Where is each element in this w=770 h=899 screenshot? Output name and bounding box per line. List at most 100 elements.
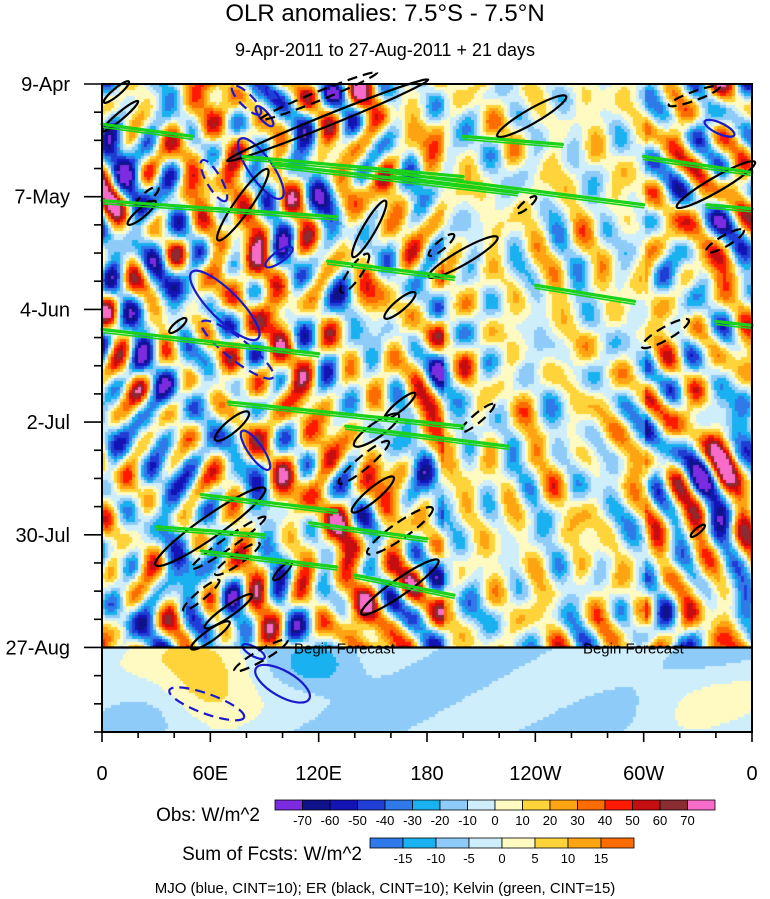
- er-contour: [365, 505, 434, 556]
- er-contour: [189, 620, 231, 651]
- er-contour: [640, 317, 691, 350]
- colorbar-swatch: [402, 837, 437, 849]
- colorbar-tick-label: -10: [458, 813, 477, 828]
- y-tick-label: 30-Jul: [16, 525, 70, 547]
- colorbar-swatch: [659, 799, 688, 811]
- colorbar-swatch: [494, 799, 523, 811]
- kelvin-contour: [308, 521, 429, 541]
- contour-caption: MJO (blue, CINT=10); ER (black, CINT=10)…: [155, 880, 616, 897]
- colorbar-swatch: [632, 799, 661, 811]
- begin-forecast-label: Begin Forecast: [294, 640, 396, 657]
- mjo-contour: [254, 663, 311, 704]
- kelvin-contour: [272, 166, 519, 197]
- er-contour: [154, 486, 267, 568]
- er-contour: [352, 412, 401, 448]
- kelvin-contour: [326, 259, 456, 279]
- mjo-contour: [188, 269, 261, 342]
- colorbar-tick-label: 0: [491, 813, 498, 828]
- colorbar-swatch: [567, 837, 602, 849]
- colorbar-swatch: [577, 799, 606, 811]
- kelvin-contour: [200, 496, 338, 515]
- colorbar-tick-label: -70: [293, 813, 312, 828]
- colorbar-swatch: [522, 799, 551, 811]
- kelvin-contour: [308, 524, 428, 543]
- colorbar-tick-label: -40: [376, 813, 395, 828]
- kelvin-contour: [100, 199, 339, 219]
- colorbar-swatch: [302, 799, 331, 811]
- kelvin-contour: [155, 528, 266, 539]
- er-contour: [667, 84, 721, 108]
- y-tick-label: 2-Jul: [27, 412, 70, 434]
- mjo-contour: [199, 158, 229, 203]
- colorbar-swatch: [467, 799, 496, 811]
- kelvin-contour: [462, 138, 564, 149]
- fcst-colorbar-label: Sum of Fcsts: W/m^2: [182, 844, 362, 865]
- er-contour: [689, 523, 707, 539]
- colorbar-tick-label: 50: [625, 813, 639, 828]
- mjo-contour: [230, 84, 263, 116]
- er-contour: [459, 402, 496, 434]
- colorbar-tick-label: 30: [570, 813, 584, 828]
- kelvin-contour: [706, 206, 753, 213]
- colorbar-tick-label: 5: [531, 851, 538, 866]
- er-contour: [190, 515, 267, 571]
- kelvin-contour: [705, 203, 754, 211]
- colorbar-tick-label: 0: [498, 851, 505, 866]
- er-contour: [134, 185, 160, 208]
- kelvin-contour: [241, 154, 465, 179]
- fcst-colorbar: -15 -10 -5 0 5 10 15 Sum of Fcsts: W/m^2: [182, 837, 635, 866]
- mjo-contour: [239, 429, 272, 472]
- kelvin-contour: [101, 331, 320, 358]
- x-tick-label: 180: [410, 763, 443, 785]
- kelvin-contour: [101, 126, 194, 141]
- kelvin-contour: [271, 162, 519, 195]
- colorbar-tick-label: 10: [515, 813, 529, 828]
- er-contour: [339, 252, 371, 294]
- er-contour: [360, 558, 440, 616]
- colorbar-tick-label: 15: [594, 851, 608, 866]
- er-contour: [126, 199, 157, 227]
- er-contour: [350, 475, 396, 514]
- colorbar-tick-label: 60: [653, 813, 667, 828]
- kelvin-contour: [389, 170, 646, 207]
- colorbar-swatch: [274, 799, 303, 811]
- kelvin-contour: [715, 323, 753, 330]
- kelvin-contour: [227, 404, 464, 430]
- olr-anomaly-field: [102, 84, 752, 732]
- kelvin-contour: [642, 154, 754, 175]
- colorbar-tick-label: 20: [543, 813, 557, 828]
- kelvin-contour: [226, 400, 465, 428]
- wave-contours: [100, 70, 757, 722]
- colorbar-tick-label: -20: [431, 813, 450, 828]
- er-contour: [337, 439, 391, 485]
- er-contour: [675, 160, 757, 210]
- er-contour: [515, 195, 538, 215]
- colorbar-swatch: [369, 837, 404, 849]
- colorbar-swatch: [439, 799, 468, 811]
- colorbar-swatch: [384, 799, 413, 811]
- y-tick-label: 9-Apr: [21, 74, 70, 96]
- kelvin-contour: [534, 287, 636, 306]
- colorbar-swatch: [501, 837, 536, 849]
- er-contour: [233, 638, 289, 673]
- y-tick-label: 4-Jun: [20, 299, 70, 321]
- er-contour: [168, 316, 188, 335]
- kelvin-contour: [344, 428, 510, 451]
- chart-subtitle: 9-Apr-2011 to 27-Aug-2011 + 21 days: [234, 40, 536, 60]
- x-tick-label: 60W: [623, 763, 664, 785]
- colorbar-swatch: [549, 799, 578, 811]
- mjo-contour: [703, 118, 736, 138]
- colorbar-tick-label: -5: [463, 851, 475, 866]
- colorbar-tick-label: -60: [321, 813, 340, 828]
- x-tick-label: 0: [746, 763, 757, 785]
- obs-colorbar: -70 -60 -50 -40 -30 -20 -10 0 10 20 30 40 50 60 70 Obs:…: [156, 799, 716, 828]
- colorbar-tick-label: 10: [561, 851, 575, 866]
- colorbar-swatch: [534, 837, 569, 849]
- colorbar-tick-label: -50: [348, 813, 367, 828]
- colorbar-swatch: [357, 799, 386, 811]
- kelvin-contour: [100, 122, 194, 138]
- x-tick-label: 60E: [193, 763, 229, 785]
- colorbar-swatch: [329, 799, 358, 811]
- kelvin-contour: [353, 577, 455, 599]
- colorbar-swatch: [600, 837, 635, 849]
